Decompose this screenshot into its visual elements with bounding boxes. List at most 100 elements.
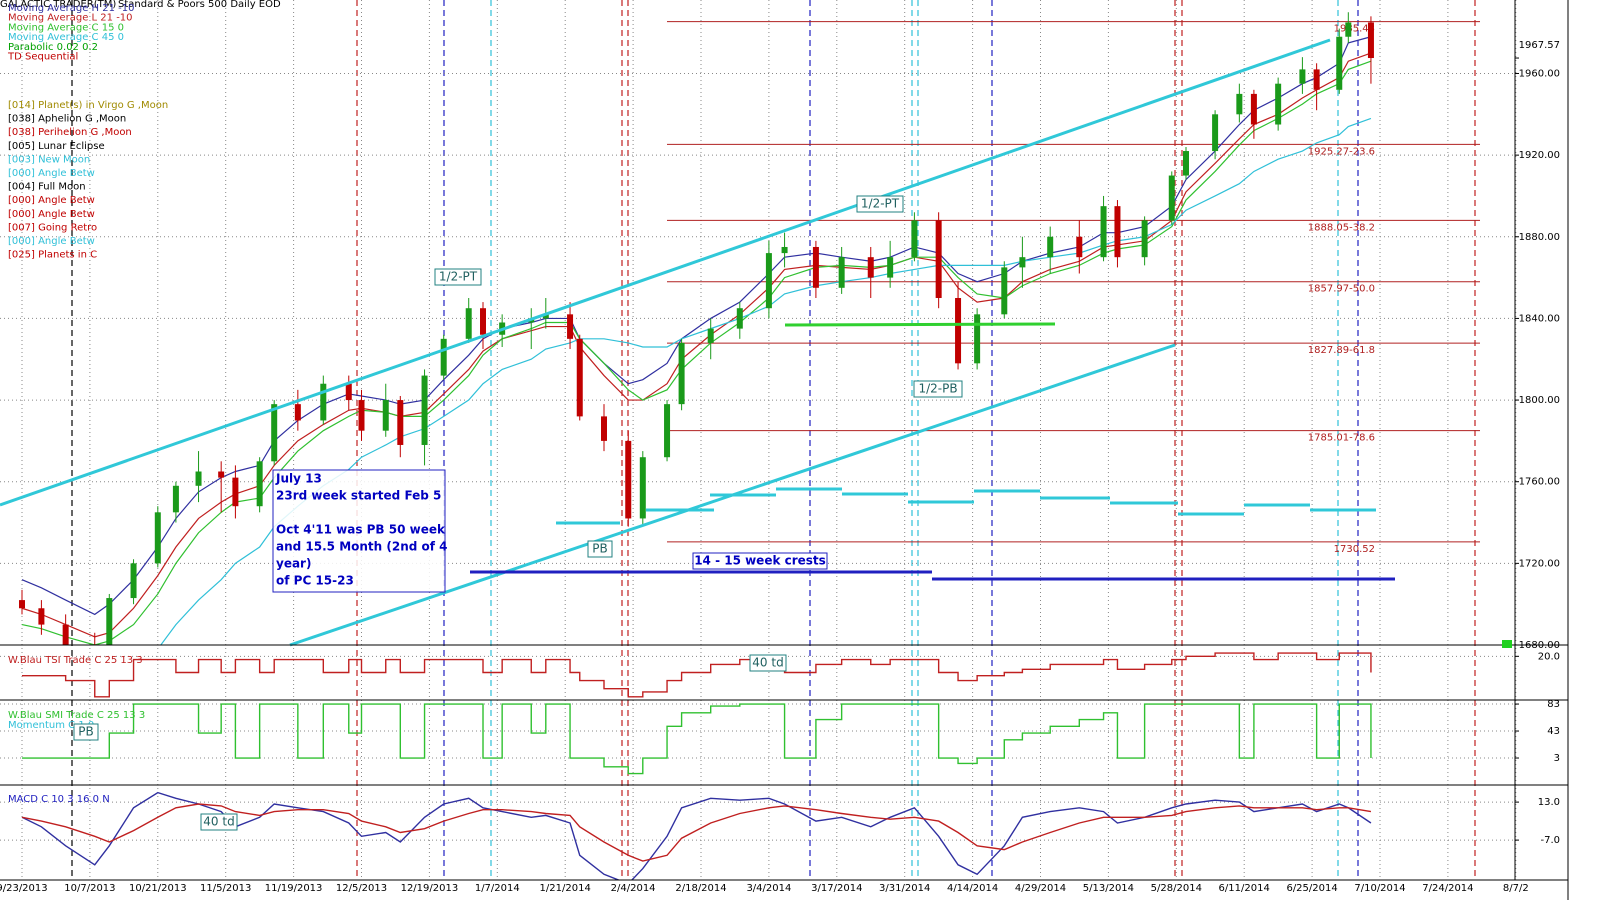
fib-levels: 1985.43 1925.27-23.6 1888.05-38.2 1857.97-5… [667,21,1480,555]
event-entry: [038] Aphelion G ,Moon [8,114,126,125]
candle-body [955,298,962,364]
annotation-box [587,540,613,558]
legend-entry: TD Sequential [7,52,78,63]
marker [1502,640,1512,648]
y-tick-label: 1880.00 [1519,232,1560,243]
y-tick-label: 43 [1547,726,1560,737]
x-tick-label: 12/5/2013 [336,883,387,894]
indicator-label: Momentum C 1 0 [8,720,94,731]
annotation-box [749,654,787,672]
instrument: Standard & Poors 500 Daily EOD [118,0,281,10]
candle-body [812,246,819,288]
x-tick-label: 5/28/2014 [1151,883,1202,894]
event-entry: [003] New Moon [8,154,90,165]
candle-body [707,328,714,343]
candle-body [218,471,225,478]
y-tick-label: -7.0 [1540,835,1560,846]
tsi-panel [22,652,1372,698]
line [160,117,1372,645]
candle-body [130,563,137,599]
x-tick-label: 2/18/2014 [675,883,726,894]
candle-body [294,404,301,421]
x-tick-label: 1/7/2014 [475,883,520,894]
legend-entry: Parabolic 0.02 0.2 [8,42,98,53]
candle-body [1336,36,1343,90]
y-tick-label: 1720.00 [1519,558,1560,569]
candle-body [1275,83,1282,125]
candle-body [639,457,646,519]
x-tick-label: 6/25/2014 [1286,883,1337,894]
candle-body [38,608,45,625]
y-tick-label: 13.0 [1538,797,1560,808]
x-tick-label: 7/10/2014 [1354,883,1405,894]
candle-body [465,308,472,339]
x-tick-label: 11/5/2013 [200,883,251,894]
legend-entry: Moving Average H 21 -10 [8,3,134,14]
annotation: 1/2-PT [439,270,478,284]
candle-body [154,512,161,564]
candle-body [781,246,788,254]
candle-body [232,477,239,507]
y-tick-label: 3 [1554,753,1560,764]
candle-body [358,400,365,431]
fib-label: 1827.89-61.8 [1308,345,1375,356]
candle-body [974,314,981,364]
fib-label: 1888.05-38.2 [1308,222,1375,233]
candle-body [576,338,583,417]
indicator-label: W.Blau TSI Trade C 25 13 3 [8,655,143,666]
legend-entry: Moving Average C 45 0 [8,32,124,43]
annotation-box [73,723,99,741]
annotation: PB [592,542,607,556]
y-tick-label: 83 [1547,699,1560,710]
step-line [22,703,1372,775]
candle-body [935,220,942,299]
indicator-label: MACD C 10 3 16.0 N [8,794,110,805]
candle-body [1100,206,1107,258]
x-tick-label: 6/11/2014 [1219,883,1270,894]
event-entry: [000] Angle Betw [8,236,95,247]
candle-body [567,314,574,339]
candle-body [664,404,671,458]
note-line: Oct 4'11 was PB 50 week [276,523,446,537]
y-tick-label: 1680.00 [1519,640,1560,651]
candle-body [1076,236,1083,258]
candle-body [736,308,743,329]
annotation: PB [78,725,93,739]
app-title: GALACTIC TRADER(TM) [0,0,116,10]
annotation: 40 td [203,815,234,829]
macd-panel [21,791,1372,880]
y-tick-label: 1840.00 [1519,313,1560,324]
y-tick-label: 1960.00 [1519,68,1560,79]
x-tick-label: 11/19/2013 [265,883,323,894]
x-tick-label: 3/31/2014 [879,883,930,894]
candle-body [1168,175,1175,221]
x-tick-label: 10/7/2013 [64,883,115,894]
line [21,60,1372,645]
candle-body [271,404,278,462]
legend-entry: Moving Average C 15 0 [8,22,124,33]
annotation-box [434,268,482,286]
y-tick-label: 1760.00 [1519,477,1560,488]
candle-body [480,308,487,335]
x-tick-label: 7/24/2014 [1422,883,1473,894]
candle-body [601,416,607,441]
note-line: of PC 15-23 [276,574,354,588]
candle-body [1345,22,1352,37]
candle-body [1212,114,1219,152]
y-tick-label: 20.0 [1538,651,1560,662]
candle-body [1019,257,1026,268]
line [21,791,1372,880]
annotation: 1/2-PB [918,382,957,396]
axes: 9/23/2013 10/7/2013 10/21/2013 11/5/2013 11/… [0,0,1569,900]
smi-panel [22,703,1372,775]
note-line: 23rd week started Feb 5 [276,489,441,503]
candle-body [625,440,632,519]
event-entry: [038] Perihelion G ,Moon [8,127,132,138]
fib-label: 1785.01-78.6 [1308,433,1375,444]
candle-body [1236,93,1243,115]
event-entry: [000] Angle Betw [8,195,95,206]
candle-body [106,598,113,645]
candle-body [542,314,549,319]
x-tick-label: 4/14/2014 [947,883,998,894]
candle-body [1001,267,1008,315]
